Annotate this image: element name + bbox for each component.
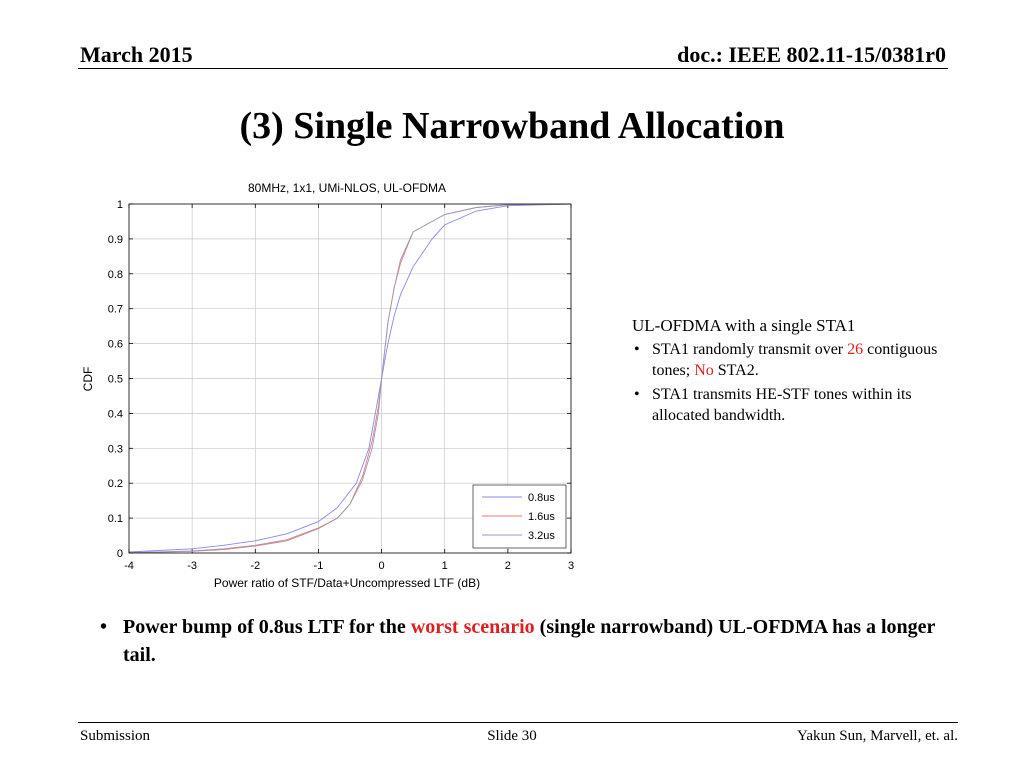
side-bullet-2: STA1 transmits HE-STF tones within its a… (632, 384, 952, 426)
footer-submission: Submission (80, 728, 151, 744)
bullet1-post: STA2. (713, 362, 759, 379)
footer-authors: Yakun Sun, Marvell, et. al. (797, 728, 958, 744)
x-tick-label: -1 (314, 560, 324, 572)
y-tick-label: 0.8 (108, 269, 123, 281)
note-text: Power bump of 0.8us LTF for the worst sc… (123, 613, 950, 669)
y-tick-label: 1 (117, 199, 123, 211)
x-tick-label: 2 (505, 560, 511, 572)
side-bullets: STA1 randomly transmit over 26 contiguou… (632, 339, 952, 426)
bullet1-mid: contiguous tones; (652, 341, 938, 379)
x-tick-label: 3 (568, 560, 574, 572)
y-tick-label: 0.2 (108, 478, 123, 490)
side-bullet-1: STA1 randomly transmit over 26 contiguou… (632, 339, 952, 381)
chart-lines (128, 203, 572, 554)
bottom-note: • Power bump of 0.8us LTF for the worst … (100, 613, 950, 669)
x-tick-label: -2 (250, 560, 260, 572)
y-tick-label: 0.5 (108, 374, 123, 386)
note-red: worst scenario (410, 616, 535, 638)
y-tick-label: 0.9 (108, 234, 123, 246)
side-panel: UL-OFDMA with a single STA1 STA1 randoml… (632, 315, 952, 429)
bullet1-red-26: 26 (847, 341, 864, 358)
chart-title: 80MHz, 1x1, UMi-NLOS, UL-OFDMA (248, 181, 446, 195)
note-bullet: • (100, 616, 108, 638)
bullet1-pre: STA1 randomly transmit over (652, 341, 848, 358)
legend-label-3.2us: 3.2us (528, 530, 555, 542)
note-pre: Power bump of 0.8us LTF for the (123, 616, 411, 638)
bullet1-red-no: No (694, 362, 714, 379)
note-post: (single narrowband) UL-OFDMA has a longe… (123, 616, 936, 666)
y-tick-label: 0.7 (108, 304, 123, 316)
x-axis-label: Power ratio of STF/Data+Uncompressed LTF… (214, 576, 480, 590)
y-tick-label: 0.4 (108, 408, 123, 420)
legend-label-0.8us: 0.8us (528, 492, 555, 504)
y-tick-label: 0.3 (108, 443, 123, 455)
cdf-chart: 80MHz, 1x1, UMi-NLOS, UL-OFDMA -4 -3 -2 -1 0… (81, 181, 574, 590)
y-tick-label: 0.6 (108, 339, 123, 351)
y-axis-label: CDF (81, 367, 95, 392)
footer-slide-number: Slide 30 (487, 728, 537, 744)
x-tick-label: 0 (379, 560, 385, 572)
legend-label-1.6us: 1.6us (528, 511, 555, 523)
chart-grid (129, 204, 571, 553)
y-tick-label: 0.1 (108, 513, 123, 525)
legend-box (472, 484, 567, 549)
x-tick-label: -4 (124, 560, 134, 572)
slide-title: (3) Single Narrowband Allocation (239, 105, 785, 147)
chart-legend: 0.8us 1.6us 3.2us (472, 484, 567, 549)
footer-rule (78, 722, 958, 723)
header-rule (78, 68, 948, 69)
series-line-3.2us (128, 203, 572, 554)
header-date: March 2015 (80, 42, 193, 67)
chart-ticks: -4 -3 -2 -1 0 1 2 3 0 0.1 0.2 0.3 0.4 0.5 0.6 0.7 0.8 0.9… (108, 199, 574, 572)
header-doc-id: doc.: IEEE 802.11-15/0381r0 (677, 42, 946, 67)
plot-frame (128, 203, 572, 554)
x-tick-label: 1 (442, 560, 448, 572)
side-panel-heading: UL-OFDMA with a single STA1 (632, 316, 856, 335)
y-tick-label: 0 (117, 548, 123, 560)
x-tick-label: -3 (187, 560, 197, 572)
